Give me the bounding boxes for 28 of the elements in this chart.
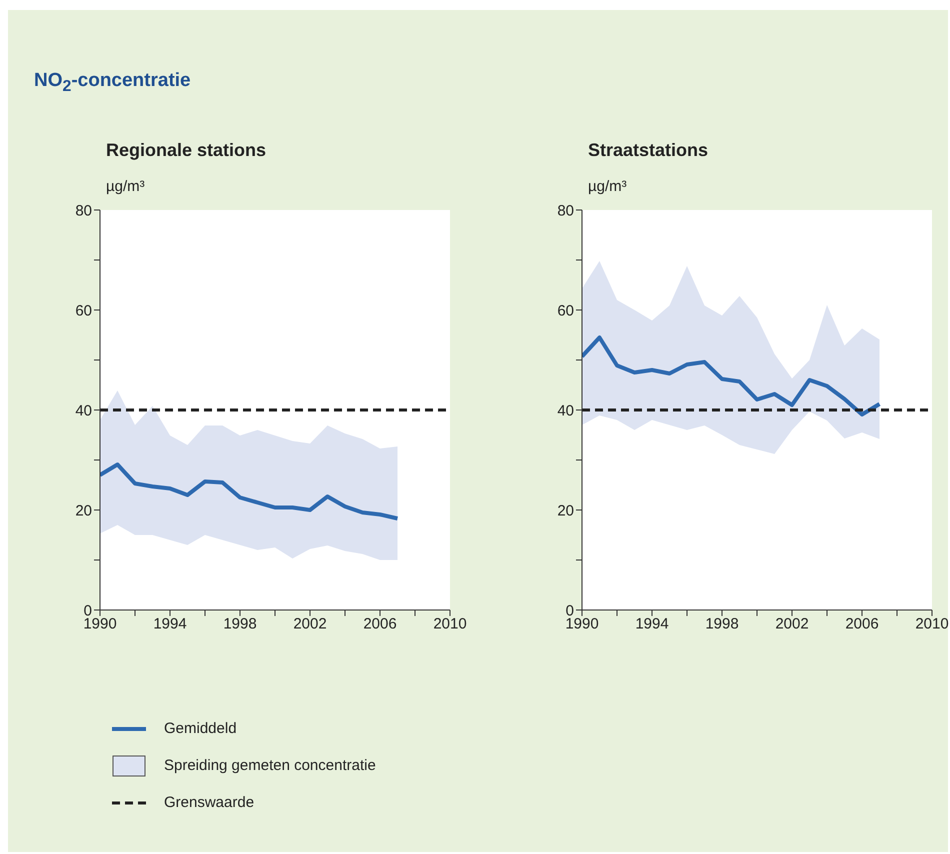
x-tick-label: 2010: [433, 616, 467, 633]
x-tick-label: 1998: [223, 616, 257, 633]
y-tick-label: 40: [557, 402, 574, 420]
chart-subtitle: Straatstations: [588, 140, 708, 161]
chart-title: NO$_{2}$-concentratie: [34, 70, 191, 96]
x-tick-label: 1994: [635, 616, 669, 633]
y-tick-label: 80: [557, 202, 574, 220]
y-tick-label: 80: [75, 202, 92, 220]
y-tick-label: 20: [557, 502, 574, 520]
line-series: [100, 462, 400, 520]
y-tick-label: 60: [557, 302, 574, 320]
legend-label: Grenswaarde: [164, 794, 254, 811]
text: Spreiding gemeten concentratie: [164, 757, 376, 774]
x-tick-label: 1998: [705, 616, 739, 633]
y-tick-label: 20: [75, 502, 92, 520]
y-axis-title: µg/m³: [106, 178, 145, 195]
x-tick-label: 2006: [363, 616, 397, 633]
x-tick-label: 2010: [915, 616, 949, 633]
x-tick-label: 2002: [775, 616, 809, 633]
chart-subtitle: Regionale stations: [106, 140, 266, 161]
x-tick-label: 2006: [845, 616, 879, 633]
y-tick-label: 40: [75, 402, 92, 420]
x-tick-label: 2002: [293, 616, 327, 633]
x-tick-label: 1994: [153, 616, 187, 633]
y-tick-label: 60: [75, 302, 92, 320]
line-series: [582, 336, 882, 416]
legend-label: Gemiddeld: [164, 720, 237, 737]
y-axis-title: µg/m³: [588, 178, 627, 195]
